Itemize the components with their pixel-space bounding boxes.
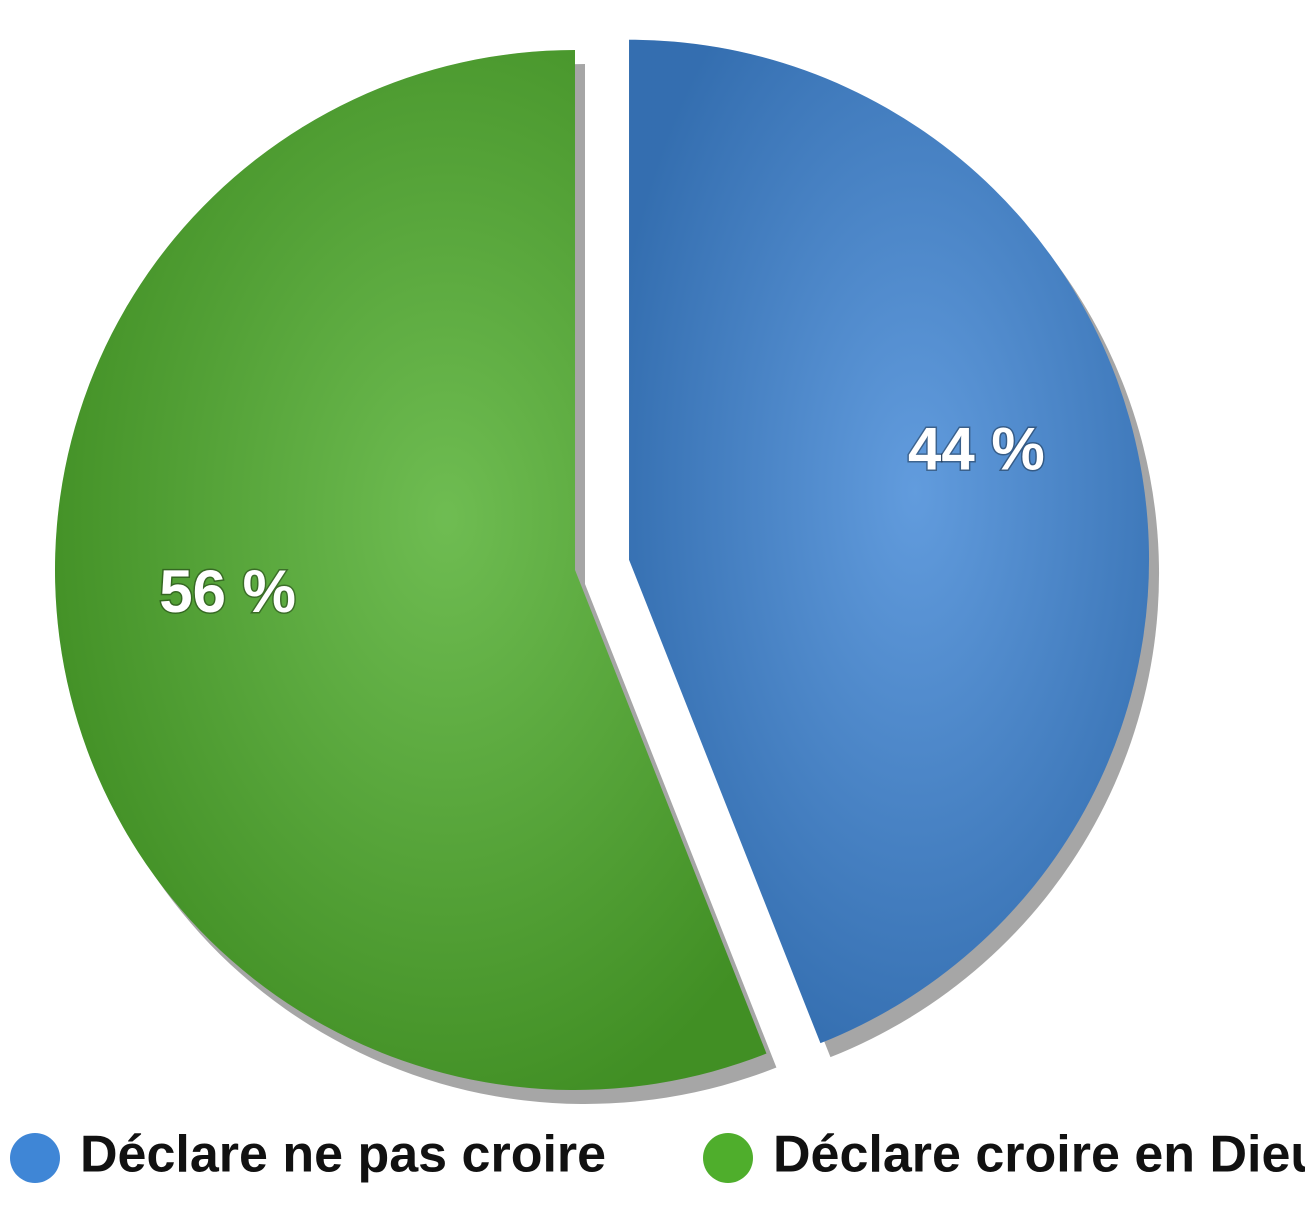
slice-shade	[629, 39, 1150, 1044]
slice-label: 44 %	[908, 415, 1045, 482]
slice-label: 56 %	[159, 558, 296, 625]
legend-marker	[10, 1133, 60, 1183]
legend-label: Déclare croire en Dieu	[773, 1126, 1305, 1184]
legend-label: Déclare ne pas croire	[80, 1126, 606, 1184]
slice-shade	[55, 50, 767, 1090]
legend-marker	[703, 1133, 753, 1183]
